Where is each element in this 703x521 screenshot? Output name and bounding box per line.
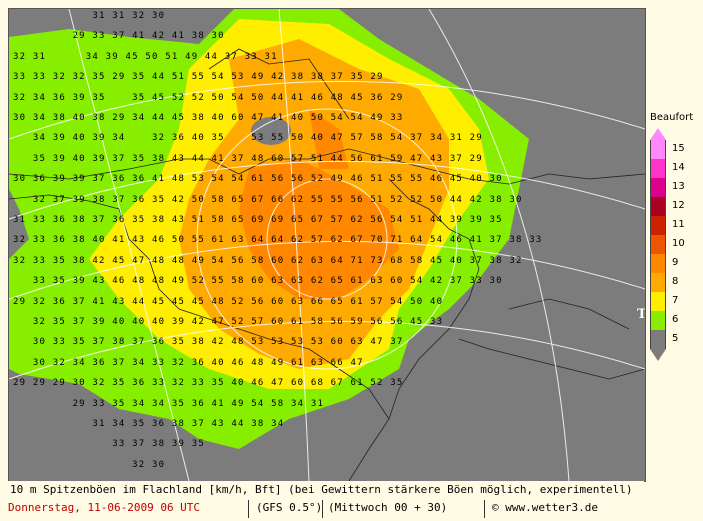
legend-swatch: [650, 216, 666, 235]
gust-value-row: 29 29 29 30 32 35 36 33 32 33 35 40 46 4…: [13, 378, 404, 389]
caption-date: Donnerstag, 11-06-2009 06 UTC: [8, 501, 201, 514]
legend-bottom-arrow: [650, 349, 666, 361]
legend-swatch: [650, 197, 666, 216]
legend-item: 15: [646, 140, 702, 159]
legend-item: 14: [646, 159, 702, 178]
legend-label: 5: [672, 333, 679, 344]
gust-values-grid: 31 31 32 30 29 33 37 41 42 41 38 30 32 31…: [9, 9, 645, 481]
gust-value-row: 31 31 32 30: [13, 11, 166, 21]
caption-model: (GFS 0.5°): [256, 501, 323, 514]
contour-9bft: [239, 109, 399, 299]
wind-gust-map: 31 31 32 30 29 33 37 41 42 41 38 30 32 31…: [8, 8, 646, 482]
gust-value-row: 32 34 36 39 35 35 45 52 52 50 54 50 44 4…: [13, 92, 404, 103]
legend-label: 6: [672, 314, 679, 325]
caption-separator: [484, 500, 485, 518]
legend-swatch: [650, 292, 666, 311]
gray-corner-nw: [9, 9, 234, 41]
legend-swatch: [650, 330, 666, 349]
lat-lon-grid: [9, 9, 645, 481]
legend-item: 10: [646, 235, 702, 254]
legend-label: 7: [672, 295, 679, 306]
gust-value-row: 29 32 36 37 41 43 44 45 45 45 48 52 56 6…: [13, 296, 444, 307]
legend-item: 5: [646, 330, 702, 349]
caption-info-row: Donnerstag, 11-06-2009 06 UTC (GFS 0.5°)…: [8, 500, 644, 518]
gust-value-row: 30 34 38 40 38 29 34 44 45 38 40 60 47 4…: [13, 113, 404, 123]
legend-item: 12: [646, 197, 702, 216]
beaufort-legend: Beaufort 15 14 13 12 11 10 9 8 7 6 5: [646, 112, 702, 372]
caption-copyright: © www.wetter3.de: [492, 501, 598, 514]
gust-value-row: 30 32 34 36 37 34 33 32 36 40 46 48 49 6…: [13, 357, 364, 368]
low-pressure-hole: [251, 117, 291, 145]
legend-swatch: [650, 273, 666, 292]
caption-separator: [248, 500, 249, 518]
gust-value-row: 33 33 32 32 35 29 35 44 51 55 54 53 49 4…: [13, 72, 384, 83]
gust-value-row: 33 37 38 39 35: [13, 439, 205, 450]
legend-label: 14: [672, 162, 685, 173]
gust-value-row: 32 31 34 39 45 50 51 49 44 37 33 31: [13, 51, 278, 62]
gust-value-row: 29 33 37 41 42 41 38 30: [13, 31, 225, 42]
legend-label: 8: [672, 276, 679, 287]
legend-item: 13: [646, 178, 702, 197]
legend-item: 8: [646, 273, 702, 292]
gust-value-row: 30 33 35 37 38 37 36 35 38 42 48 53 53 5…: [13, 337, 404, 348]
gust-value-row: 32 33 36 38 40 41 43 46 50 55 61 63 64 6…: [13, 235, 543, 246]
legend-label: 9: [672, 257, 679, 268]
gust-value-row: 31 34 35 36 38 37 43 44 38 34: [13, 419, 285, 429]
legend-item: 11: [646, 216, 702, 235]
map-canvas: [9, 9, 645, 481]
legend-item: 6: [646, 311, 702, 330]
legend-label: 10: [672, 238, 685, 249]
gust-value-row: 35 39 40 39 37 35 38 43 44 41 37 48 60 5…: [13, 153, 483, 164]
gust-value-row: 30 36 39 39 37 36 36 41 48 53 54 54 61 5…: [13, 174, 503, 185]
legend-swatch: [650, 159, 666, 178]
gust-value-row: 31 33 36 38 37 36 35 38 43 51 58 65 69 6…: [13, 215, 503, 225]
gust-value-row: 34 39 40 39 34 32 36 40 35 53 55 50 40 4…: [13, 133, 483, 144]
caption-run: (Mittwoch 00 + 30): [328, 501, 448, 514]
gust-value-row: 29 33 35 34 34 35 36 41 49 54 58 34 31: [13, 398, 325, 409]
gust-value-row: 32 35 37 39 40 40 40 39 42 47 52 57 60 6…: [13, 317, 444, 327]
legend-title: Beaufort: [650, 112, 694, 123]
legend-swatch: [650, 254, 666, 273]
legend-top-arrow: [650, 128, 666, 140]
legend-label: 15: [672, 143, 685, 154]
legend-swatch: [650, 140, 666, 159]
map-caption: 10 m Spitzenböen im Flachland [km/h, Bft…: [8, 481, 644, 519]
gust-value-row: 33 35 39 43 46 48 48 49 52 55 58 60 63 6…: [13, 276, 503, 287]
gust-value-row: 32 30: [13, 459, 166, 470]
gust-value-row: 32 33 35 38 42 45 47 48 48 49 54 56 58 6…: [13, 255, 523, 266]
caption-title: 10 m Spitzenböen im Flachland [km/h, Bft…: [10, 483, 633, 496]
legend-item: 9: [646, 254, 702, 273]
legend-swatch: [650, 178, 666, 197]
legend-swatch: [650, 235, 666, 254]
pressure-marker-label: T: [637, 307, 646, 322]
caption-separator: [322, 500, 323, 518]
gust-value-row: 32 37 39 38 37 36 35 42 50 58 65 67 66 6…: [13, 194, 523, 205]
legend-item: 7: [646, 292, 702, 311]
legend-label: 12: [672, 200, 685, 211]
legend-swatch: [650, 311, 666, 330]
legend-label: 11: [672, 219, 685, 230]
legend-label: 13: [672, 181, 685, 192]
